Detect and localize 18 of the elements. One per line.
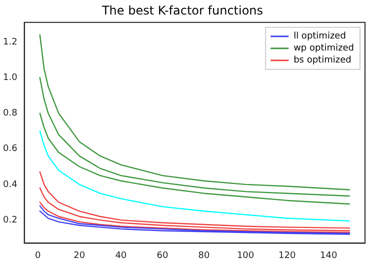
- y-tick-label: 0.8: [2, 108, 18, 119]
- x-tick-label: 80: [198, 250, 210, 261]
- x-tick-label: 120: [278, 250, 296, 261]
- y-tick-label: 1.2: [2, 37, 18, 48]
- legend-label: bs optimized: [294, 56, 352, 66]
- legend-label: wp optimized: [294, 44, 354, 54]
- y-tick-label: 0.2: [2, 215, 18, 226]
- x-tick-label: 0: [34, 250, 41, 261]
- x-tick-label: 140: [320, 250, 338, 261]
- x-tick-label: 100: [236, 250, 254, 261]
- y-tick-label: 0.4: [2, 180, 18, 190]
- x-tick-label: 40: [115, 250, 127, 261]
- x-tick-label: 20: [74, 250, 86, 261]
- y-tick-label: 0.6: [2, 144, 18, 154]
- chart-title: The best K-factor functions: [100, 3, 264, 18]
- x-tick-label: 60: [156, 250, 168, 261]
- legend-label: ll optimized: [294, 32, 346, 42]
- y-tick-label: 1.0: [2, 72, 18, 83]
